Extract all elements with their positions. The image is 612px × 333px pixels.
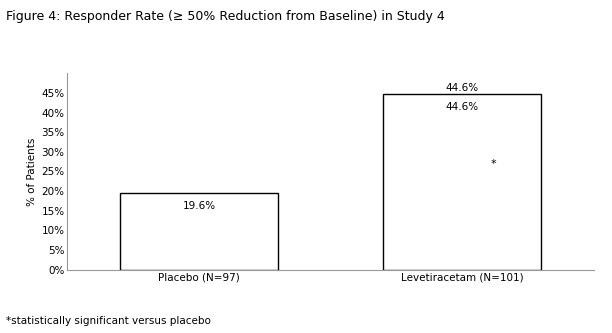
Y-axis label: % of Patients: % of Patients — [28, 137, 37, 206]
Bar — [383, 95, 541, 270]
Text: *: * — [491, 159, 496, 168]
Text: Figure 4: Responder Rate (≥ 50% Reduction from Baseline) in Study 4: Figure 4: Responder Rate (≥ 50% Reductio… — [6, 10, 445, 23]
Bar — [120, 193, 278, 270]
Text: 44.6%: 44.6% — [446, 102, 479, 112]
Text: 44.6%: 44.6% — [446, 83, 479, 93]
Text: 19.6%: 19.6% — [182, 200, 215, 210]
Text: *statistically significant versus placebo: *statistically significant versus placeb… — [6, 316, 211, 326]
